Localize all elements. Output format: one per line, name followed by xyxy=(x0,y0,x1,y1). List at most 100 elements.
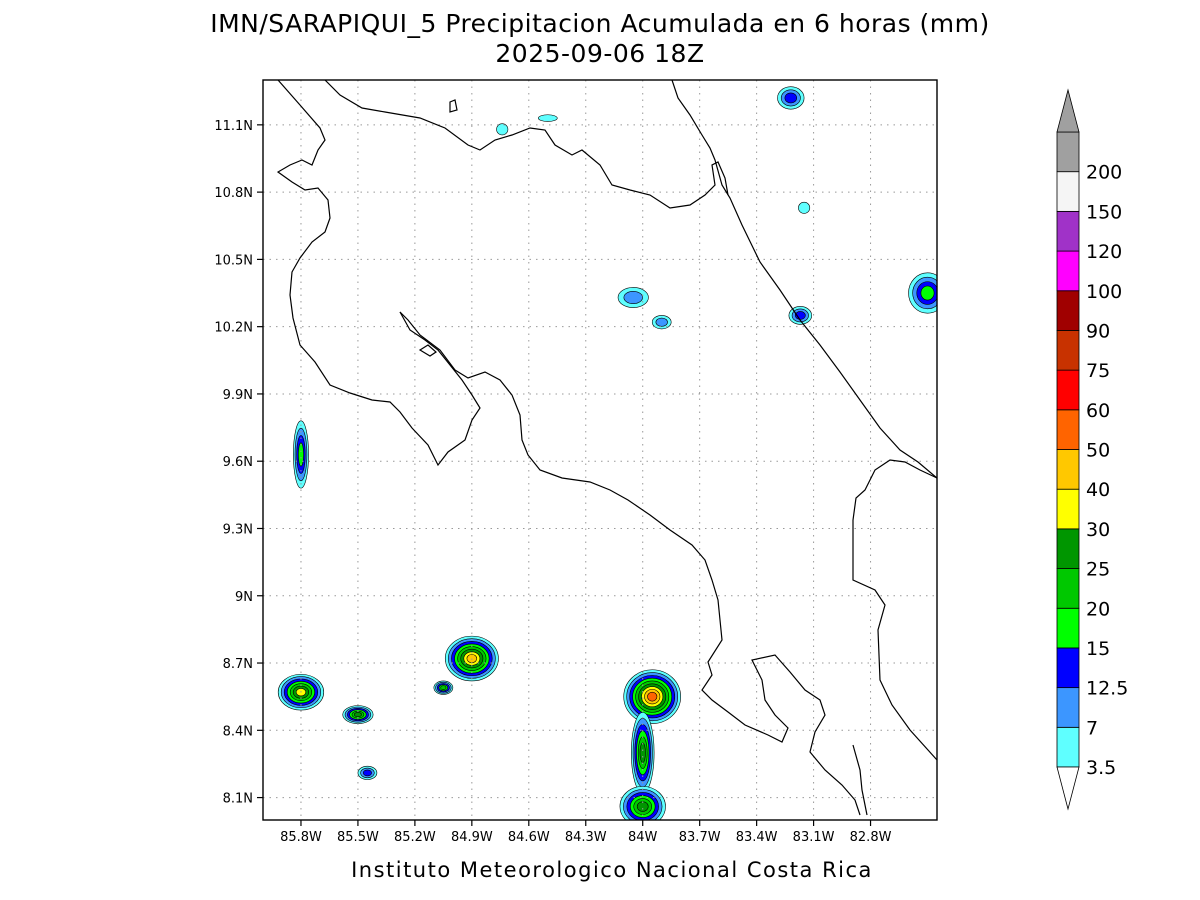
colorbar: 3.5 7 12.5 15 20 25 30 40 50 60 75 90 100 120 150 200 xyxy=(1056,88,1128,811)
cell-mid-s2 xyxy=(433,680,454,695)
colorbar-swatch xyxy=(1056,131,1080,173)
lake-island xyxy=(449,99,458,113)
lat-tick-label: 9.3N xyxy=(223,522,253,537)
colorbar-label: 30 xyxy=(1086,519,1110,541)
colorbar-label: 15 xyxy=(1086,638,1110,660)
lon-tick-label: 85.2W xyxy=(394,830,436,845)
precip-contour-12.5 xyxy=(362,769,372,777)
plot-frame xyxy=(262,79,938,821)
lat-tick-label: 8.4N xyxy=(223,724,253,739)
colorbar-swatch xyxy=(1056,488,1080,530)
cell-central-1 xyxy=(617,287,649,308)
cell-nicoya xyxy=(293,420,309,489)
colorbar-label: 3.5 xyxy=(1086,757,1116,779)
lon-tick-label: 84.9W xyxy=(451,830,493,845)
colorbar-swatch xyxy=(1056,369,1080,411)
colorbar-label: 90 xyxy=(1086,320,1110,342)
cell-central-2 xyxy=(651,315,672,330)
longitude-labels: 85.8W 85.5W 85.2W 84.9W 84.6W 84.3W 84W 83.7W 83… xyxy=(280,820,892,845)
colorbar-swatch xyxy=(1056,290,1080,331)
lat-tick-label: 8.7N xyxy=(223,657,253,672)
lon-tick-label: 83.7W xyxy=(679,830,721,845)
pacific-south-coast xyxy=(399,311,861,816)
precipitation-layer xyxy=(277,86,937,820)
colorbar-swatch xyxy=(1056,171,1080,212)
precip-contour-12.5 xyxy=(784,92,798,104)
latitude-labels: 11.1N 10.8N 10.5N 10.2N 9.9N 9.6N 9.3N 9N 8.7N 8.… xyxy=(214,119,263,807)
colorbar-label: 200 xyxy=(1086,162,1122,184)
colorbar-label: 12.5 xyxy=(1086,678,1128,700)
precip-contour-3.5 xyxy=(798,201,811,214)
colorbar-swatch xyxy=(1056,250,1080,292)
cell-sw-3 xyxy=(357,765,378,780)
lake-nicaragua-shore xyxy=(324,80,729,209)
colorbar-swatch xyxy=(1056,449,1080,490)
nicaragua-southern-coast xyxy=(276,80,481,467)
colorbar-label: 120 xyxy=(1086,241,1122,263)
precip-contour-50 xyxy=(647,691,658,702)
precip-contour-3.5 xyxy=(537,114,558,122)
colorbar-label: 150 xyxy=(1086,201,1122,223)
colorbar-label: 100 xyxy=(1086,281,1122,303)
footer-credit: Instituto Meteorologico Nacional Costa R… xyxy=(351,858,873,882)
precip-contour-3.5 xyxy=(496,123,509,136)
cell-small-n1 xyxy=(496,123,509,136)
precip-contour-20 xyxy=(440,685,447,690)
cell-east-edge xyxy=(908,272,937,314)
lon-tick-label: 84.6W xyxy=(508,830,550,845)
precip-contour-15 xyxy=(920,285,935,301)
colorbar-swatch xyxy=(1056,687,1080,728)
lat-tick-label: 8.1N xyxy=(223,792,253,807)
colorbar-swatch xyxy=(1056,726,1080,768)
colorbar-swatch xyxy=(1056,647,1080,689)
lon-tick-label: 85.8W xyxy=(280,830,322,845)
colorbar-label: 40 xyxy=(1086,479,1110,501)
colorbar-swatch xyxy=(1056,409,1080,450)
map-subtitle: 2025-09-06 18Z xyxy=(495,39,704,68)
colorbar-min-arrow xyxy=(1056,766,1080,811)
lon-tick-label: 83.1W xyxy=(793,830,835,845)
colorbar-swatch xyxy=(1056,607,1080,649)
cell-nw-tip xyxy=(777,86,805,110)
colorbar-swatch xyxy=(1056,528,1080,569)
cell-osa-1 xyxy=(623,669,681,724)
lat-tick-label: 11.1N xyxy=(214,119,253,134)
border-south xyxy=(852,744,868,816)
lat-tick-label: 10.2N xyxy=(214,321,253,336)
colorbar-label: 75 xyxy=(1086,360,1110,382)
lat-tick-label: 9.9N xyxy=(223,388,253,403)
lon-tick-label: 84W xyxy=(628,830,658,845)
lon-tick-label: 82.8W xyxy=(850,830,892,845)
colorbar-swatch xyxy=(1056,568,1080,609)
lon-tick-label: 85.5W xyxy=(337,830,379,845)
precip-contour-7 xyxy=(655,317,668,327)
cell-sw-2 xyxy=(342,705,374,724)
precip-contour-15 xyxy=(298,442,304,467)
lat-tick-label: 10.8N xyxy=(214,186,253,201)
cell-osa-3 xyxy=(619,786,666,820)
colorbar-label: 20 xyxy=(1086,598,1110,620)
lat-tick-label: 9N xyxy=(235,590,253,605)
colorbar-max-arrow xyxy=(1056,88,1080,133)
colorbar-swatch xyxy=(1056,210,1080,252)
lon-tick-label: 83.4W xyxy=(736,830,778,845)
colorbar-label: 50 xyxy=(1086,440,1110,462)
coastlines xyxy=(276,80,937,816)
colorbar-label: 60 xyxy=(1086,400,1110,422)
gulf-nicoya-island xyxy=(418,344,437,357)
precip-contour-7 xyxy=(623,291,643,305)
cell-ne-1 xyxy=(798,201,811,214)
lon-tick-label: 84.3W xyxy=(565,830,607,845)
colorbar-label: 25 xyxy=(1086,559,1110,581)
caribbean-coast xyxy=(671,80,937,479)
colorbar-label: 7 xyxy=(1086,717,1098,739)
panama-border xyxy=(852,459,937,761)
colorbar-swatch xyxy=(1056,330,1080,371)
precip-contour-25 xyxy=(639,742,646,763)
cell-small-n2 xyxy=(537,114,558,122)
precip-contour-25 xyxy=(353,712,362,718)
precip-contour-25 xyxy=(636,801,649,812)
lat-tick-label: 9.6N xyxy=(223,455,253,470)
lat-tick-label: 10.5N xyxy=(214,253,253,268)
